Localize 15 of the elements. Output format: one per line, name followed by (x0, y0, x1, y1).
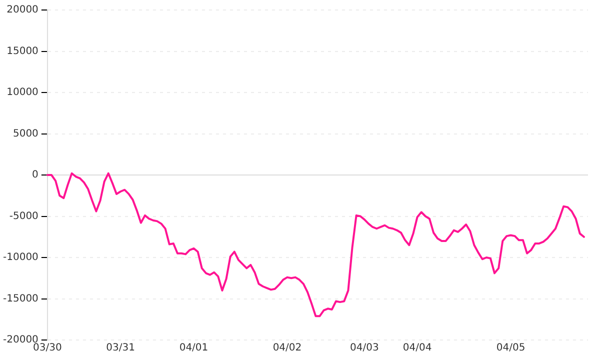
y-tick-label: 15000 (6, 46, 38, 57)
y-tick-label: 20000 (6, 4, 38, 16)
x-tick-label: 04/03 (350, 342, 379, 354)
y-tick-label: 5000 (12, 128, 38, 140)
y-tick-label: -10000 (3, 252, 38, 264)
x-tick-label: 04/01 (179, 342, 208, 354)
x-tick-label: 03/30 (33, 342, 62, 354)
x-tick-label: 04/05 (496, 342, 526, 354)
y-tick-label: -5000 (9, 210, 38, 222)
y-tick-label: 10000 (6, 87, 38, 98)
y-tick-label: -15000 (3, 293, 38, 304)
x-tick-label: 04/02 (272, 342, 302, 354)
x-tick-label: 03/31 (106, 342, 135, 354)
y-tick-label: 0 (32, 170, 38, 181)
x-tick-label: 04/04 (402, 342, 432, 354)
